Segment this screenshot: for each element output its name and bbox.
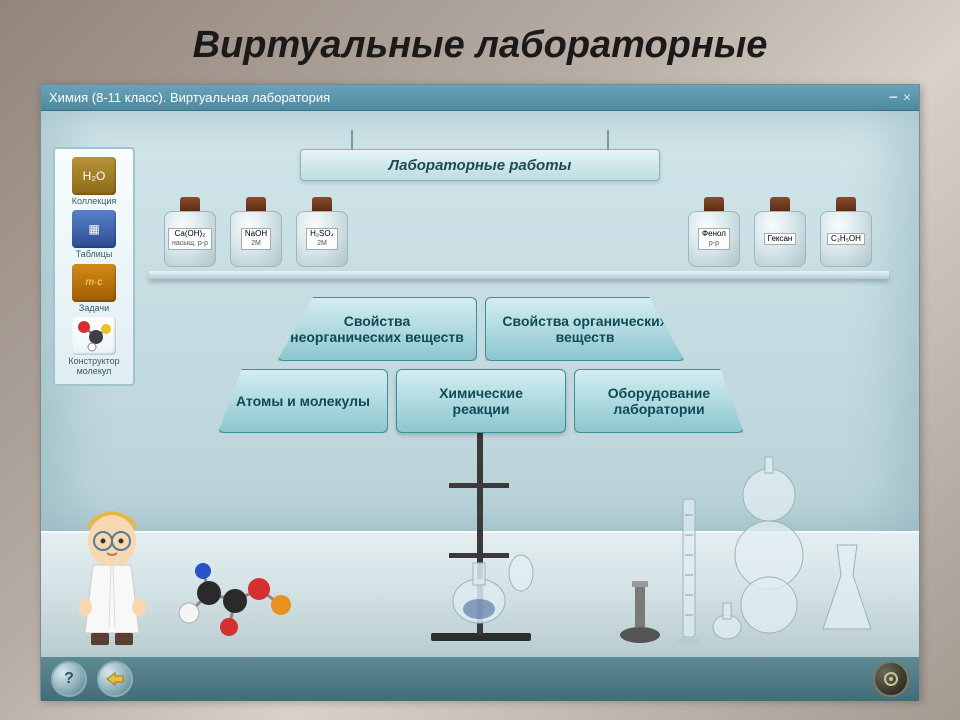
main-menu: Свойства неорганических веществ Свойства…: [221, 297, 741, 433]
sidebar: H₂O Коллекция ▦ Таблицы m·c Задачи: [53, 147, 135, 386]
bottles-left: Ca(OH)₂насыщ. р-р NaOH2M H₂SO₄2M: [161, 197, 351, 269]
tables-icon: ▦: [72, 210, 116, 248]
tile-chemical-reactions[interactable]: Химические реакции: [396, 369, 566, 433]
minimize-button[interactable]: —: [889, 90, 897, 105]
glassware-right: [709, 445, 889, 645]
bottle[interactable]: H₂SO₄2M: [293, 197, 351, 269]
tile-inorganic-properties[interactable]: Свойства неорганических веществ: [277, 297, 477, 361]
sidebar-item-tasks[interactable]: m·c Задачи: [57, 264, 131, 313]
sidebar-item-label: Таблицы: [76, 250, 113, 259]
sidebar-item-label: Задачи: [79, 304, 109, 313]
sidebar-item-collection[interactable]: H₂O Коллекция: [57, 157, 131, 206]
bottle[interactable]: Гексан: [751, 197, 809, 269]
slide-title: Виртуальные лабораторные: [0, 24, 960, 67]
settings-button[interactable]: [873, 661, 909, 697]
bottles-right: Фенолр-р Гексан C₂H₅OH: [685, 197, 875, 269]
bottle[interactable]: C₂H₅OH: [817, 197, 875, 269]
bottle[interactable]: Ca(OH)₂насыщ. р-р: [161, 197, 219, 269]
titlebar: Химия (8-11 класс). Виртуальная лаборато…: [41, 85, 919, 111]
shelf: [149, 271, 889, 279]
scientist-avatar: [67, 507, 157, 647]
bottle[interactable]: NaOH2M: [227, 197, 285, 269]
sidebar-item-label: Конструктор молекул: [57, 357, 131, 376]
close-button[interactable]: ✕: [903, 90, 911, 105]
app-body: H₂O Коллекция ▦ Таблицы m·c Задачи: [41, 111, 919, 701]
tile-lab-equipment[interactable]: Оборудование лаборатории: [574, 369, 744, 433]
window-title: Химия (8-11 класс). Виртуальная лаборато…: [49, 90, 330, 105]
back-button[interactable]: [97, 661, 133, 697]
bottle[interactable]: Фенолр-р: [685, 197, 743, 269]
help-button[interactable]: ?: [51, 661, 87, 697]
tile-atoms-molecules[interactable]: Атомы и молекулы: [218, 369, 388, 433]
collection-icon: H₂O: [72, 157, 116, 195]
window-controls: — ✕: [889, 90, 911, 105]
bunsen-burner: [615, 575, 665, 645]
constructor-icon: [72, 317, 116, 355]
bottombar: ?: [41, 657, 919, 701]
sidebar-item-tables[interactable]: ▦ Таблицы: [57, 210, 131, 259]
tasks-icon: m·c: [72, 264, 116, 302]
sidebar-item-label: Коллекция: [72, 197, 117, 206]
app-window: Химия (8-11 класс). Виртуальная лаборато…: [40, 84, 920, 700]
lab-stand: [421, 423, 541, 643]
tile-organic-properties[interactable]: Свойства органических веществ: [485, 297, 685, 361]
sidebar-item-constructor[interactable]: Конструктор молекул: [57, 317, 131, 376]
graduated-cylinder: [675, 495, 703, 645]
banner: Лабораторные работы: [300, 149, 660, 181]
molecule-prop: [169, 553, 299, 643]
